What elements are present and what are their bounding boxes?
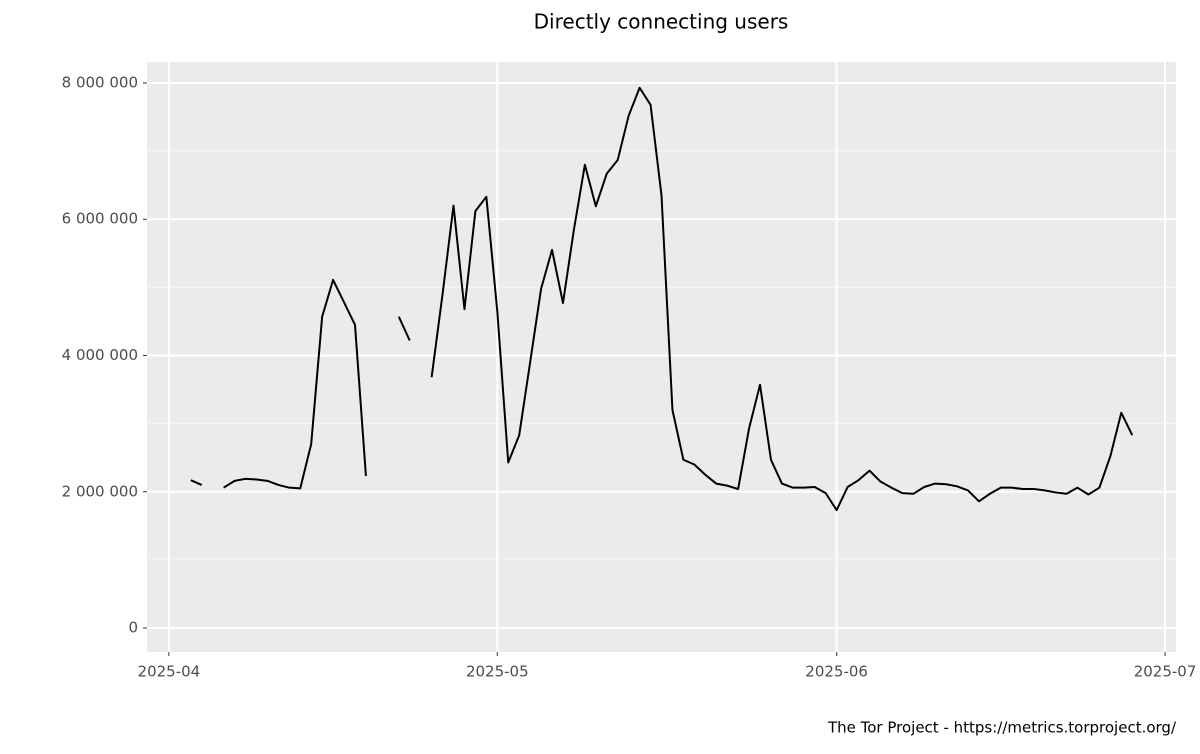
chart-title: Directly connecting users [534, 10, 789, 34]
y-tick-label: 8 000 000 [62, 73, 138, 91]
series-line [190, 86, 1134, 512]
x-tick-label: 2025-07 [1134, 663, 1197, 681]
caption: The Tor Project - https://metrics.torpro… [827, 719, 1177, 737]
y-tick-label: 0 [128, 619, 138, 637]
y-tick-label: 4 000 000 [62, 346, 138, 364]
x-tick-label: 2025-05 [466, 663, 529, 681]
y-tick-label: 2 000 000 [62, 482, 138, 500]
x-tick-label: 2025-06 [805, 663, 868, 681]
x-tick-label: 2025-04 [138, 663, 201, 681]
y-tick-label: 6 000 000 [62, 210, 138, 228]
plot-panel [147, 62, 1176, 652]
